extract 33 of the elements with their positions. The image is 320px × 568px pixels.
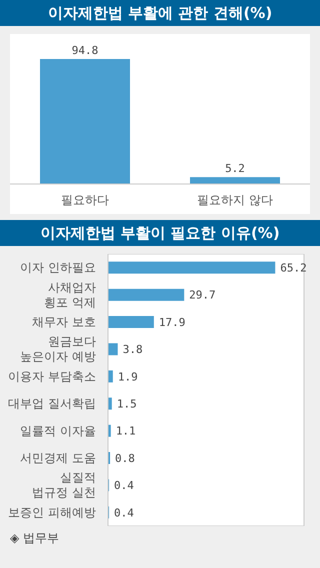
x-tick-label: 필요하지 않다 <box>197 193 273 207</box>
y-tick-label: 일률적 이자율 <box>20 424 96 438</box>
y-tick-label: 서민경제 도움 <box>20 451 96 465</box>
y-tick-label: 실질적 법규정 실천 <box>32 470 96 500</box>
y-tick-label: 이용자 부담축소 <box>8 369 96 384</box>
bar <box>108 370 113 382</box>
data-label: 3.8 <box>122 343 143 356</box>
data-label: 0.8 <box>115 452 135 465</box>
data-label: 5.2 <box>225 162 245 176</box>
data-label: 0.4 <box>114 479 134 492</box>
data-label: 1.9 <box>118 370 138 384</box>
data-label: 17.9 <box>158 316 186 329</box>
data-label: 65.2 <box>280 262 307 275</box>
data-label: 94.8 <box>72 44 98 57</box>
data-label: 1.5 <box>116 398 137 411</box>
y-tick-label: 이자 인하필요 <box>20 260 96 275</box>
y-tick-label: 보증인 피해예방 <box>8 505 96 520</box>
data-label: 1.1 <box>116 424 136 438</box>
y-tick-label: 원금보다 높은이자 예방 <box>20 334 96 364</box>
bar <box>108 343 118 356</box>
data-label: 29.7 <box>189 288 216 302</box>
y-tick-label: 대부업 질서확립 <box>8 396 96 411</box>
chart-title: 이자제한법 부활에 관한 견해(%) <box>0 0 320 26</box>
bar <box>108 288 184 301</box>
bar <box>108 398 112 410</box>
data-label: 0.4 <box>114 506 134 520</box>
y-tick-label: 사채업자 횡포 억제 <box>44 280 96 310</box>
bar <box>108 262 276 274</box>
bar <box>108 316 154 328</box>
chart-title: 이자제한법 부활이 필요한 이유(%) <box>0 220 320 246</box>
x-tick-label: 필요하다 <box>61 193 109 207</box>
y-tick-label: 채무자 보호 <box>32 315 96 329</box>
text: ◈ 법무부 <box>9 530 60 547</box>
